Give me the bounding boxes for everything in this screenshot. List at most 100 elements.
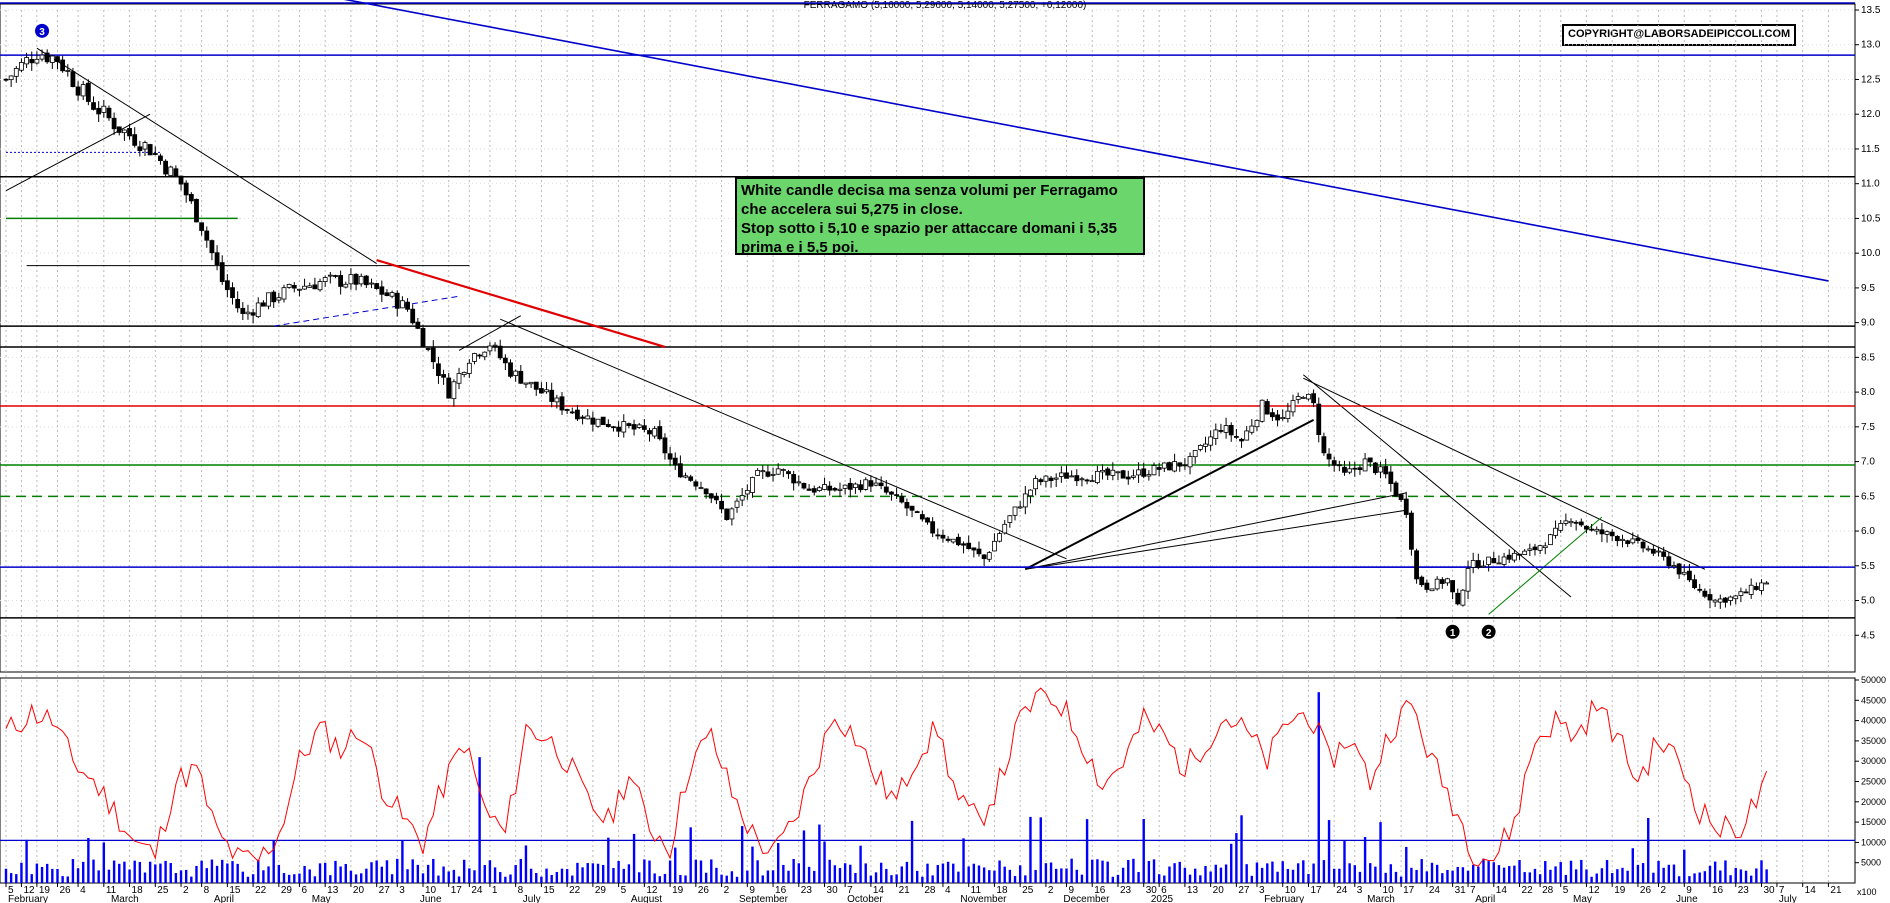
trendline bbox=[1025, 509, 1407, 570]
candle-body bbox=[997, 533, 1002, 542]
candle-body bbox=[497, 345, 503, 359]
volume-bar bbox=[885, 868, 888, 883]
volume-bar bbox=[638, 872, 641, 883]
volume-bar bbox=[82, 861, 85, 883]
date-tick-label: 13 bbox=[327, 885, 339, 896]
volume-bar bbox=[1466, 870, 1470, 883]
candle-body bbox=[1038, 479, 1044, 483]
candle-body bbox=[338, 275, 344, 287]
candle-body bbox=[111, 117, 117, 130]
volume-bar bbox=[777, 843, 780, 883]
volume-bar bbox=[735, 876, 739, 883]
axes: 4.5 5.0 5.5 6.0 6.5 7.0 7.5 8.0 8.5 9.0 9.5 10.0 10.… bbox=[5, 5, 1886, 903]
volume-bar bbox=[962, 838, 965, 883]
volume-bar bbox=[730, 871, 734, 883]
candle-body bbox=[1161, 462, 1167, 469]
candle-body bbox=[1650, 548, 1656, 554]
date-tick-label: 30 bbox=[1146, 885, 1158, 896]
volume-bar bbox=[123, 861, 126, 883]
volume-bar bbox=[787, 870, 790, 883]
volume-bar bbox=[179, 870, 183, 883]
candle-body bbox=[683, 475, 688, 478]
volume-bar bbox=[318, 863, 322, 883]
volume-bar bbox=[1369, 863, 1372, 883]
volume-bar bbox=[1564, 874, 1568, 883]
candle-body bbox=[29, 58, 35, 64]
candle-body bbox=[446, 377, 452, 399]
candle-body bbox=[657, 426, 663, 440]
candle-body bbox=[1084, 479, 1090, 482]
candle-body bbox=[271, 291, 277, 303]
candle-body bbox=[1187, 456, 1193, 468]
volume-bar bbox=[61, 876, 64, 883]
volume-bar bbox=[1008, 869, 1012, 883]
candle-body bbox=[1707, 594, 1713, 601]
candle-body bbox=[966, 542, 972, 550]
date-tick-label: 13 bbox=[1187, 885, 1199, 896]
dashed-support-line bbox=[273, 295, 460, 327]
candle-body bbox=[806, 488, 812, 491]
volume-bar bbox=[1549, 869, 1552, 883]
date-tick-label: 14 bbox=[1805, 885, 1817, 896]
date-tick-label: 3 bbox=[1259, 885, 1265, 896]
volume-bar bbox=[293, 874, 296, 883]
candle-body bbox=[796, 481, 802, 484]
volume-bar bbox=[138, 861, 142, 883]
volume-bar bbox=[221, 859, 224, 883]
candle-body bbox=[1573, 521, 1579, 524]
volume-bar bbox=[813, 870, 816, 883]
volume-bar bbox=[581, 867, 584, 883]
volume-bar bbox=[972, 863, 976, 883]
date-tick-label: 17 bbox=[1403, 885, 1415, 896]
date-tick-label: 29 bbox=[281, 885, 293, 896]
candle-body bbox=[992, 540, 997, 552]
volume-bar bbox=[231, 861, 234, 883]
month-label: February bbox=[8, 894, 48, 903]
candle-body bbox=[91, 102, 96, 110]
volume-bar bbox=[1080, 874, 1084, 883]
volume-bar bbox=[375, 860, 378, 883]
volume-bar bbox=[591, 863, 595, 883]
candle-body bbox=[935, 534, 941, 537]
candle-body bbox=[986, 552, 992, 560]
volume-bar bbox=[329, 875, 332, 883]
candle-body bbox=[770, 473, 776, 476]
candle-body bbox=[13, 68, 19, 77]
volume-bar bbox=[668, 860, 672, 883]
red-resistance-line bbox=[376, 259, 666, 349]
volume-bar bbox=[92, 859, 95, 883]
candle-body bbox=[708, 493, 714, 499]
candle-body bbox=[513, 370, 519, 376]
volume-bar bbox=[1358, 871, 1362, 883]
volume-bar bbox=[771, 870, 775, 883]
candle-body bbox=[1100, 469, 1105, 473]
date-tick-label: 25 bbox=[157, 885, 169, 896]
volume-bar bbox=[1332, 868, 1336, 883]
date-tick-label: 7 bbox=[1779, 885, 1785, 896]
volume-bar bbox=[766, 870, 770, 883]
price-tick-label: 9.5 bbox=[1861, 283, 1875, 294]
date-tick-label: 7 bbox=[847, 885, 853, 896]
candle-body bbox=[1491, 558, 1497, 564]
volume-bar bbox=[251, 874, 255, 883]
candle-body bbox=[760, 470, 766, 473]
date-tick-label: 9 bbox=[1686, 885, 1692, 896]
volume-bar bbox=[1755, 868, 1758, 883]
volume-tick-label: 20000 bbox=[1861, 797, 1886, 807]
candle-body bbox=[626, 423, 632, 427]
green-trendline bbox=[1488, 516, 1603, 615]
volume-bar bbox=[740, 826, 744, 883]
volume-bar bbox=[287, 874, 291, 883]
price-tick-label: 12.0 bbox=[1861, 109, 1881, 120]
candle-body bbox=[240, 307, 246, 314]
volume-bar bbox=[1204, 865, 1207, 883]
date-tick-label: 27 bbox=[379, 885, 391, 896]
volume-bar bbox=[174, 873, 178, 883]
volume-bar bbox=[643, 859, 646, 883]
volume-bar bbox=[416, 864, 420, 883]
candle-body bbox=[575, 409, 580, 420]
volume-bar bbox=[468, 868, 471, 883]
candle-body bbox=[971, 547, 977, 551]
volume-bar bbox=[1312, 863, 1315, 883]
price-tick-label: 4.5 bbox=[1861, 630, 1875, 641]
